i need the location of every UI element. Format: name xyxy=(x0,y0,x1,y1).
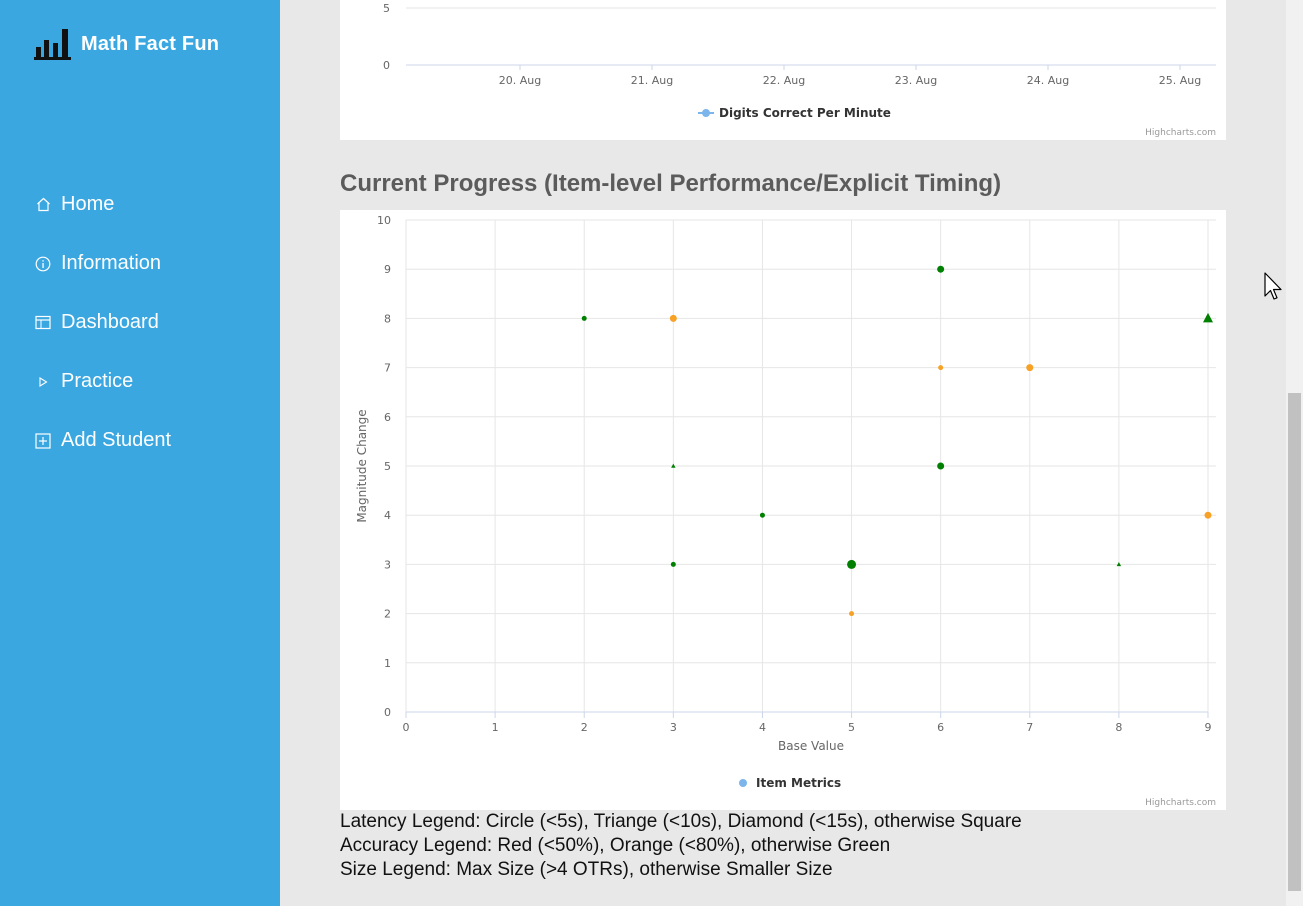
data-point-circle xyxy=(670,561,676,567)
y-tick-label: 8 xyxy=(384,312,391,325)
data-point-circle xyxy=(669,314,677,322)
sidebar-item-label: Practice xyxy=(61,370,134,392)
sidebar-item-add-student[interactable]: Add Student xyxy=(34,411,171,470)
x-tick-label: 8 xyxy=(1115,721,1122,734)
x-tick-label: 20. Aug xyxy=(499,74,541,87)
sidebar-item-information[interactable]: Information xyxy=(34,234,171,293)
dcpm-chart-card: 5 0 20. Aug 21. Aug 22. Aug 23. Aug 24. Aug 2… xyxy=(340,0,1226,140)
y-tick-label: 0 xyxy=(383,59,390,72)
data-point-triangle xyxy=(1203,312,1213,323)
item-metrics-chart: 0 1 2 3 4 5 6 7 8 9 0 1 2 3 4 5 6 7 8 9 10 Base Value Magni… xyxy=(355,214,1216,808)
home-icon xyxy=(34,196,52,214)
sidebar-item-label: Information xyxy=(61,252,162,274)
calendar-icon xyxy=(34,314,52,332)
size-legend: Size Legend: Max Size (>4 OTRs), otherwi… xyxy=(340,859,833,880)
x-tick-label: 24. Aug xyxy=(1027,74,1069,87)
sidebar: Math Fact Fun Home Information Dashboard… xyxy=(0,0,280,906)
credits-link[interactable]: Highcharts.com xyxy=(1145,128,1216,138)
y-tick-label: 4 xyxy=(384,509,391,522)
dcpm-chart: 5 0 20. Aug 21. Aug 22. Aug 23. Aug 24. Aug 2… xyxy=(383,2,1216,138)
sidebar-item-home[interactable]: Home xyxy=(34,175,171,234)
chart-legend[interactable]: Digits Correct Per Minute xyxy=(698,106,891,120)
grid xyxy=(405,219,1216,712)
y-tick-label: 7 xyxy=(384,362,391,375)
data-point-circle xyxy=(759,512,765,518)
data-point-circle xyxy=(847,559,857,569)
y-tick-label: 9 xyxy=(384,263,391,276)
item-metrics-chart-card: 0 1 2 3 4 5 6 7 8 9 0 1 2 3 4 5 6 7 8 9 10 Base Value Magni… xyxy=(340,210,1226,810)
x-tick-label: 3 xyxy=(670,721,677,734)
legend-label: Digits Correct Per Minute xyxy=(719,106,891,120)
x-ticks: 0 1 2 3 4 5 6 7 8 9 xyxy=(403,712,1212,734)
data-point-circle xyxy=(1204,511,1212,519)
x-axis-title: Base Value xyxy=(778,739,844,753)
latency-legend: Latency Legend: Circle (<5s), Triange (<… xyxy=(340,811,1022,832)
credits-link[interactable]: Highcharts.com xyxy=(1145,798,1216,808)
legend-marker xyxy=(702,109,710,117)
sidebar-item-label: Home xyxy=(61,193,115,215)
y-tick-label: 5 xyxy=(384,460,391,473)
sidebar-item-dashboard[interactable]: Dashboard xyxy=(34,293,171,352)
marker-legend-text: Latency Legend: Circle (<5s), Triange (<… xyxy=(340,810,1022,882)
x-tick-label: 6 xyxy=(937,721,944,734)
data-point-circle xyxy=(849,611,855,617)
brand-title: Math Fact Fun xyxy=(81,32,220,55)
x-tick-label: 1 xyxy=(492,721,499,734)
x-tick-label: 7 xyxy=(1026,721,1033,734)
scrollbar-thumb[interactable] xyxy=(1288,393,1301,891)
y-ticks: 0 1 2 3 4 5 6 7 8 9 10 xyxy=(377,214,391,719)
plus-square-icon xyxy=(34,432,52,450)
x-tick-label: 9 xyxy=(1205,721,1212,734)
sidebar-item-label: Add Student xyxy=(61,429,172,451)
x-tick-label: 0 xyxy=(403,721,410,734)
y-tick-label: 0 xyxy=(384,706,391,719)
x-tick-label: 4 xyxy=(759,721,766,734)
data-point-circle xyxy=(1026,364,1034,372)
brand[interactable]: Math Fact Fun xyxy=(34,27,219,61)
legend-marker xyxy=(739,779,747,787)
y-tick-label: 10 xyxy=(377,214,391,227)
accuracy-legend: Accuracy Legend: Red (<50%), Orange (<80… xyxy=(340,835,891,856)
sidebar-nav: Home Information Dashboard Practice Add … xyxy=(34,175,171,470)
sidebar-item-practice[interactable]: Practice xyxy=(34,352,171,411)
legend-label: Item Metrics xyxy=(756,776,841,790)
data-point-circle xyxy=(937,462,945,470)
y-axis-title: Magnitude Change xyxy=(355,409,369,522)
x-ticks: 20. Aug 21. Aug 22. Aug 23. Aug 24. Aug 25. A… xyxy=(499,65,1201,87)
scrollbar-track[interactable] xyxy=(1286,0,1303,906)
data-point-triangle xyxy=(1116,561,1122,567)
data-point-triangle xyxy=(671,463,676,468)
x-tick-label: 5 xyxy=(848,721,855,734)
x-tick-label: 2 xyxy=(581,721,588,734)
sidebar-item-label: Dashboard xyxy=(61,311,159,333)
y-tick-label: 6 xyxy=(384,411,391,424)
bar-chart-logo-icon xyxy=(34,29,71,60)
x-tick-label: 22. Aug xyxy=(763,74,805,87)
data-point-circle xyxy=(581,315,587,321)
data-point-circle xyxy=(937,265,945,273)
y-tick-label: 3 xyxy=(384,558,391,571)
play-icon xyxy=(34,373,52,391)
y-tick-label: 2 xyxy=(384,608,391,621)
scatter-points xyxy=(581,265,1213,617)
y-tick-label: 1 xyxy=(384,657,391,670)
info-icon xyxy=(34,255,52,273)
x-tick-label: 21. Aug xyxy=(631,74,673,87)
data-point-circle xyxy=(938,365,944,371)
mouse-cursor-icon xyxy=(1264,272,1282,300)
x-tick-label: 25. Aug xyxy=(1159,74,1201,87)
x-tick-label: 23. Aug xyxy=(895,74,937,87)
y-tick-label: 5 xyxy=(383,2,390,15)
chart-legend[interactable]: Item Metrics xyxy=(739,776,841,790)
page-title: Current Progress (Item-level Performance… xyxy=(340,170,1002,197)
